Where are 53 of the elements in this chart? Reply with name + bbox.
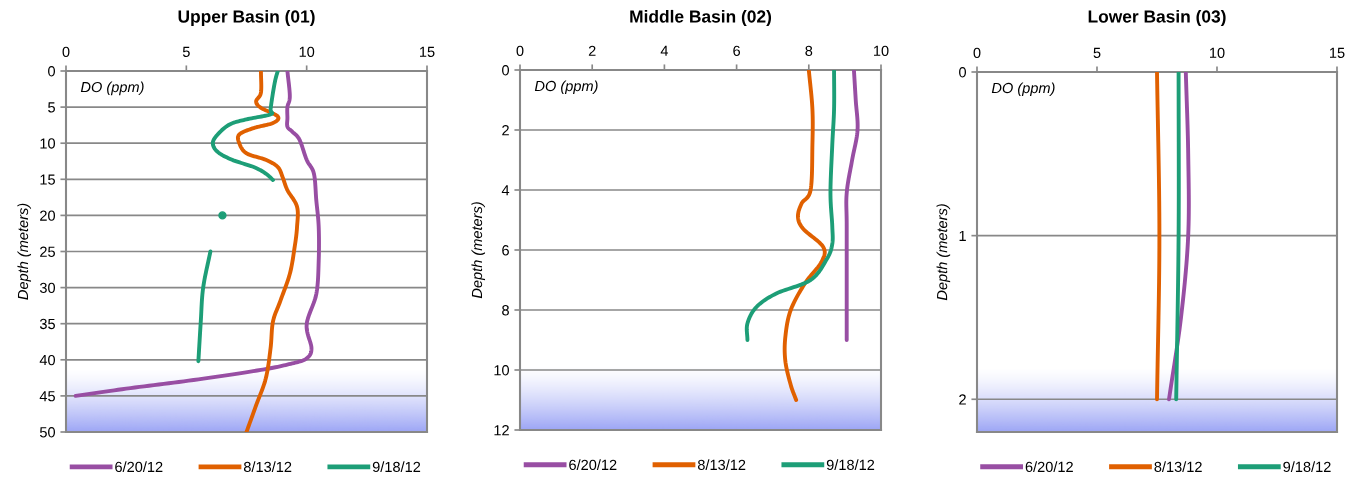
legend-label: 6/20/12: [115, 461, 163, 473]
x-axis-title: DO (ppm): [80, 81, 144, 96]
y-tick-label: 2: [502, 125, 509, 136]
y-axis-title: Depth (meters): [471, 202, 486, 299]
y-axis-title: Depth (meters): [17, 203, 32, 300]
legend-label: 9/18/12: [372, 461, 421, 473]
x-tick-label: 2: [588, 45, 596, 56]
x-tick-label: 10: [1210, 47, 1225, 59]
y-tick-label: 6: [502, 245, 509, 256]
y-tick-label: 15: [40, 174, 55, 185]
y-axis-title: Depth (meters): [936, 204, 951, 301]
y-tick-label: 1: [959, 230, 966, 241]
legend-label: 8/13/12: [1154, 461, 1202, 473]
chart-title: Lower Basin (03): [1088, 9, 1226, 27]
y-tick-label: 8: [502, 305, 509, 316]
x-tick-label: 10: [874, 45, 889, 57]
chart-title: Middle Basin (02): [630, 9, 772, 27]
y-tick-label: 45: [39, 391, 55, 402]
x-axis-title: DO (ppm): [534, 80, 598, 95]
x-tick-label: 5: [182, 46, 190, 58]
y-tick-label: 12: [494, 425, 509, 436]
x-tick-label: 15: [420, 46, 435, 58]
legend-label: 9/18/12: [1283, 461, 1331, 473]
x-axis-title: DO (ppm): [991, 82, 1055, 97]
y-tick-label: 2: [959, 394, 966, 405]
chart-title: Upper Basin (01): [178, 9, 315, 27]
x-tick-label: 10: [299, 46, 315, 58]
x-tick-label: 4: [660, 45, 669, 56]
y-tick-label: 40: [39, 354, 56, 366]
y-tick-label: 50: [39, 427, 56, 438]
y-tick-label: 20: [40, 210, 56, 221]
y-tick-label: 30: [39, 282, 56, 294]
y-tick-label: 4: [501, 185, 510, 196]
y-tick-label: 0: [959, 67, 967, 78]
x-tick-label: 0: [516, 45, 524, 57]
x-tick-label: 8: [805, 45, 813, 57]
x-tick-label: 15: [1330, 47, 1345, 59]
legend-label: 8/13/12: [243, 461, 292, 473]
x-tick-label: 0: [62, 46, 70, 58]
legend-label: 9/18/12: [826, 459, 875, 471]
x-tick-label: 0: [973, 47, 981, 59]
y-tick-label: 0: [502, 65, 510, 76]
y-tick-label: 25: [40, 246, 55, 257]
legend-label: 6/20/12: [1025, 461, 1073, 473]
y-tick-label: 10: [40, 138, 56, 149]
x-tick-label: 5: [1093, 47, 1101, 59]
legend-label: 8/13/12: [697, 459, 746, 471]
y-tick-label: 35: [39, 318, 55, 330]
y-tick-label: 10: [494, 365, 510, 376]
legend-label: 6/20/12: [569, 459, 617, 471]
y-tick-label: 0: [48, 66, 56, 77]
y-tick-label: 5: [48, 102, 55, 113]
x-tick-label: 6: [733, 45, 741, 57]
